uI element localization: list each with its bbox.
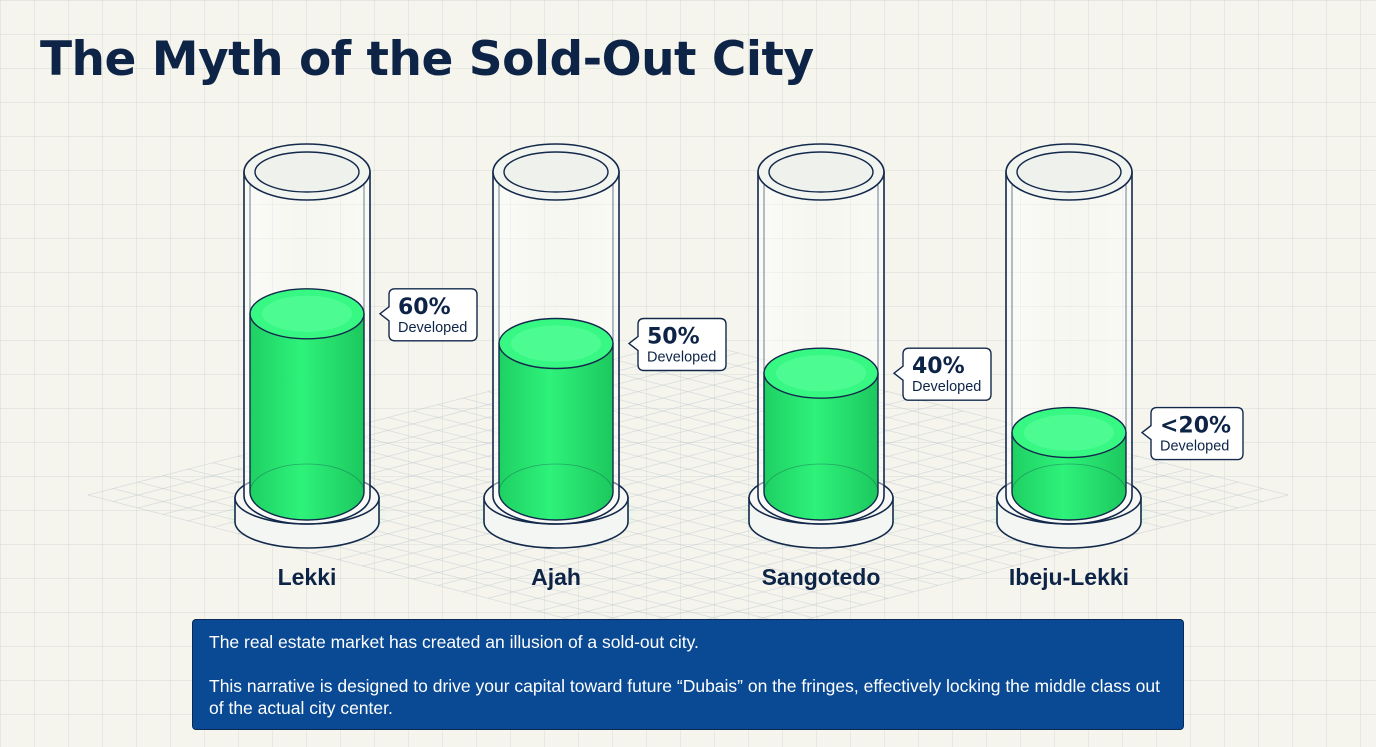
- caption-line-2: This narrative is designed to drive your…: [209, 676, 1160, 718]
- liquid-fill: [498, 317, 614, 521]
- value-label: 50%: [647, 325, 700, 350]
- bar-sangotedo: 40%Developed Sangotedo: [739, 143, 992, 590]
- chart-title: The Myth of the Sold-Out City: [40, 32, 814, 87]
- liquid-fill: [1011, 406, 1127, 521]
- cylinder-chart: 60%DevelopedLekki50%DevelopedAjah40%Deve…: [87, 143, 1289, 620]
- liquid-fill: [763, 347, 879, 521]
- liquid-fill: [249, 288, 365, 521]
- cylinder-top-rim: [243, 143, 371, 201]
- category-label: Ajah: [531, 564, 581, 590]
- category-label: Lekki: [278, 564, 337, 590]
- caption-line-1: The real estate market has created an il…: [209, 632, 699, 652]
- value-callout: <20%Developed: [1140, 406, 1244, 461]
- value-caption: Developed: [647, 350, 716, 366]
- cylinder-top-rim: [757, 143, 885, 201]
- value-callout: 40%Developed: [892, 347, 992, 401]
- caption-box: The real estate market has created an il…: [192, 619, 1184, 730]
- cylinder-top-rim: [492, 143, 620, 201]
- value-label: <20%: [1160, 414, 1231, 439]
- category-label: Ibeju-Lekki: [1009, 564, 1129, 590]
- bar-ajah: 50%Developed Ajah: [474, 143, 727, 590]
- value-caption: Developed: [1160, 439, 1229, 455]
- cylinder-top-rim: [1005, 143, 1133, 201]
- value-caption: Developed: [398, 320, 467, 336]
- value-label: 60%: [398, 295, 451, 320]
- value-caption: Developed: [912, 379, 981, 395]
- value-label: 40%: [912, 354, 965, 379]
- bar-lekki: 60%Developed Lekki: [225, 143, 478, 590]
- value-callout: 60%Developed: [378, 288, 478, 342]
- category-label: Sangotedo: [762, 564, 881, 590]
- value-callout: 50%Developed: [627, 317, 727, 372]
- bar-ibeju-lekki: <20%Developed Ibeju-Lekki: [987, 143, 1244, 590]
